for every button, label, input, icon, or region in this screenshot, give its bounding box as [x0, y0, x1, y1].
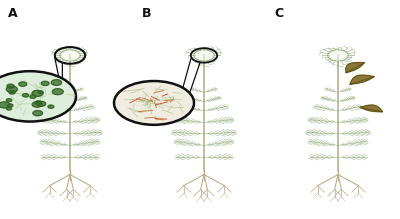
Circle shape: [9, 91, 15, 94]
Circle shape: [328, 50, 348, 61]
Circle shape: [52, 89, 63, 95]
Circle shape: [51, 80, 62, 85]
Circle shape: [35, 101, 41, 104]
Circle shape: [194, 50, 214, 61]
Circle shape: [6, 86, 18, 92]
Text: B: B: [142, 7, 152, 19]
Circle shape: [37, 101, 46, 106]
Circle shape: [114, 81, 194, 125]
Circle shape: [7, 84, 14, 88]
Circle shape: [0, 71, 76, 122]
Circle shape: [60, 50, 80, 61]
Polygon shape: [350, 75, 374, 84]
Circle shape: [6, 107, 12, 110]
Circle shape: [33, 111, 42, 116]
Circle shape: [19, 82, 27, 86]
Circle shape: [38, 91, 43, 94]
Circle shape: [41, 81, 49, 86]
Circle shape: [8, 104, 13, 107]
Circle shape: [32, 90, 43, 96]
Text: A: A: [8, 7, 18, 19]
Polygon shape: [346, 63, 364, 73]
Polygon shape: [360, 105, 382, 112]
Circle shape: [48, 105, 54, 108]
Circle shape: [30, 95, 36, 98]
Circle shape: [32, 102, 42, 107]
Circle shape: [22, 94, 29, 97]
Circle shape: [0, 102, 10, 108]
Text: C: C: [274, 7, 283, 19]
Circle shape: [6, 99, 12, 102]
